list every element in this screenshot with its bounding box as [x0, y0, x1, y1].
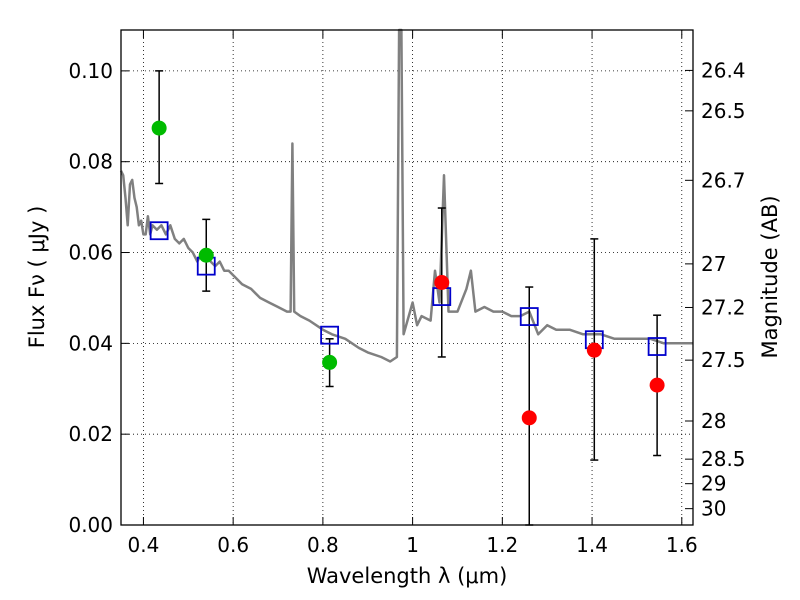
observed-point-red [434, 274, 450, 290]
model-spectrum [119, 28, 693, 363]
observed-point-green [151, 120, 167, 136]
x-tick-label: 0.4 [128, 533, 160, 557]
data-markers [149, 120, 667, 426]
y-tick-label: 0.04 [68, 331, 113, 355]
observed-point-red [649, 377, 665, 393]
magnitude-tick-label: 29 [701, 472, 726, 496]
observed-point-green [198, 247, 214, 263]
y-tick-label: 0.02 [68, 422, 113, 446]
y-tick-label: 0.00 [68, 513, 113, 537]
x-tick-label: 0.8 [307, 533, 339, 557]
right-axis-label: Magnitude (AB) [758, 195, 782, 358]
model-spectrum-line [119, 28, 693, 363]
axis-ticks [121, 30, 693, 526]
model-flux-square [647, 337, 667, 356]
magnitude-tick-label: 30 [701, 497, 726, 521]
y-tick-label: 0.10 [68, 59, 113, 83]
model-flux-square [519, 307, 539, 326]
magnitude-tick-label: 28.5 [701, 447, 746, 471]
x-tick-label: 0.6 [217, 533, 249, 557]
magnitude-tick-label: 28 [701, 409, 726, 433]
plot-frame [120, 29, 694, 526]
y-tick-label: 0.08 [68, 150, 113, 174]
x-tick-labels: 0.4 0.6 0.8 1 1.2 1.4 1.6 [128, 533, 698, 557]
model-flux-square [149, 221, 169, 241]
plot-background [121, 30, 693, 525]
model-flux-square [320, 325, 340, 345]
y-axis-label: Flux Fν ( μJy ) [25, 206, 49, 349]
magnitude-tick-label: 26.4 [701, 58, 746, 82]
magnitude-tick-label: 27.5 [701, 348, 746, 372]
x-tick-label: 1.4 [576, 533, 608, 557]
observed-point-red [586, 342, 602, 358]
magnitude-tick-label: 26.7 [701, 168, 746, 192]
observed-point-red [521, 410, 537, 426]
x-axis-label: Wavelength λ (μm) [307, 564, 508, 588]
x-tick-label: 1.2 [486, 533, 518, 557]
magnitude-tick-label: 27 [701, 252, 726, 276]
y-tick-label: 0.06 [68, 241, 113, 265]
observed-point-green [322, 354, 338, 370]
x-tick-label: 1 [406, 533, 419, 557]
x-tick-label: 1.6 [666, 533, 698, 557]
y-tick-labels: 0.00 0.02 0.04 0.06 0.08 0.10 [68, 59, 113, 537]
magnitude-tick-label: 27.2 [701, 295, 746, 319]
magnitude-tick-label: 26.5 [701, 99, 746, 123]
